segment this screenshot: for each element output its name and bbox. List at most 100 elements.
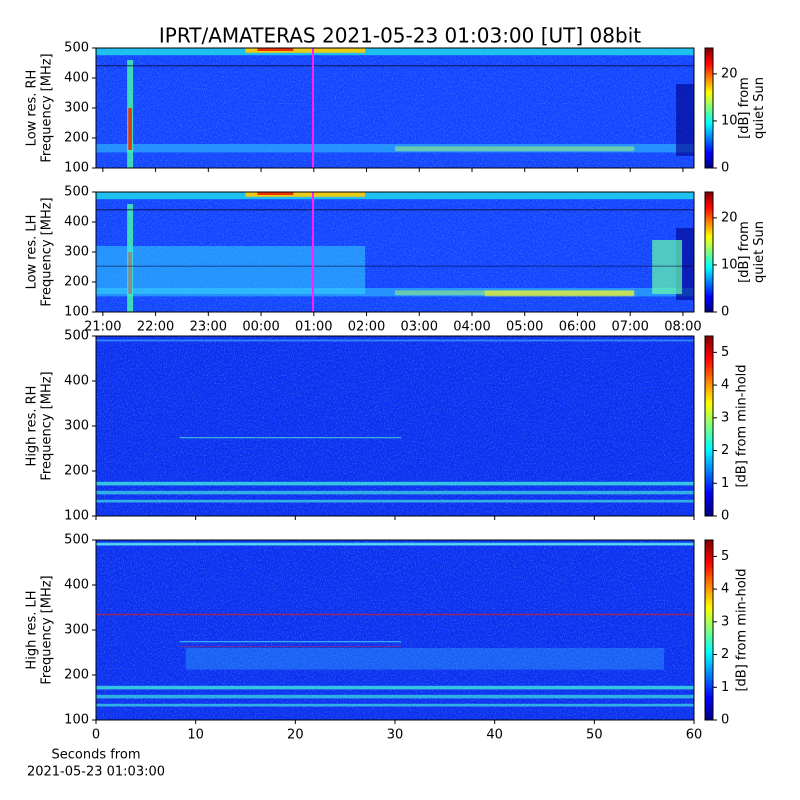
spectrogram-feature [179,641,401,643]
colorbar-tick-label: 5 [721,345,729,360]
y-tick-label: 500 [64,533,89,548]
y-axis-label: High res. RH [25,386,40,467]
y-tick-label: 500 [64,185,89,200]
y-tick-label: 300 [64,101,89,116]
spectrogram-feature [128,108,132,150]
spectrogram-feature [395,146,635,152]
y-tick-label: 100 [64,161,89,176]
x-axis-label: Seconds from [51,748,140,763]
y-axis-label: Low res. LH [25,215,40,290]
spectrogram-feature [185,648,665,670]
x-tick-label: 22:00 [137,320,174,335]
colorbar-tick-label: 1 [721,476,729,491]
y-tick-label: 400 [64,215,89,230]
spectrogram-feature [96,703,694,707]
x-tick-label: 20 [287,728,304,743]
x-tick-label: 30 [387,728,404,743]
x-tick-label: 60 [686,728,703,743]
colorbar-label: [dB] from min-hold [735,568,750,691]
colorbar-tick-label: 0 [721,305,729,320]
colorbar [704,191,714,313]
y-axis-label: Frequency [MHz] [40,575,55,684]
spectrogram-feature [245,192,366,197]
x-tick-label: 10 [187,728,204,743]
spectrogram-feature [96,694,694,699]
colorbar-label: quiet Sun [752,77,767,139]
spectrogram-feature [96,499,694,503]
spectrogram-feature [245,48,366,53]
y-axis-label: Frequency [MHz] [40,197,55,306]
colorbar-tick-label: 20 [721,66,738,81]
y-tick-label: 500 [64,41,89,56]
colorbar-tick-label: 10 [721,257,738,272]
spectrogram-feature [179,437,401,439]
y-tick-label: 500 [64,329,89,344]
y-tick-label: 400 [64,71,89,86]
spectrogram-feature [179,646,401,648]
spectrogram-feature [96,685,694,690]
spectrogram-feature [96,490,694,495]
x-tick-label: 06:00 [559,320,596,335]
colorbar-tick-label: 3 [721,410,729,425]
spectrogram-feature [96,613,694,616]
x-tick-label: 01:00 [295,320,332,335]
x-tick-label: 00:00 [242,320,279,335]
chart-title: IPRT/AMATERAS 2021-05-23 01:03:00 [UT] 0… [159,24,641,48]
colorbar [704,335,714,517]
x-tick-label: 08:00 [664,320,701,335]
spectrogram-feature [257,192,294,195]
y-tick-label: 100 [64,509,89,524]
spectrogram-feature [96,481,694,486]
colorbar-tick-label: 0 [721,509,729,524]
x-tick-label: 0 [92,728,100,743]
colorbar-label: [dB] from [737,77,752,139]
colorbar-tick-label: 3 [721,614,729,629]
colorbar-tick-label: 0 [721,161,729,176]
colorbar-tick-label: 4 [721,582,729,597]
x-tick-label: 23:00 [190,320,227,335]
x-tick-label: 50 [586,728,603,743]
x-axis-label: 2021-05-23 01:03:00 [27,765,165,780]
x-tick-label: 05:00 [506,320,543,335]
spectrogram-feature [96,65,694,67]
colorbar-tick-label: 2 [721,647,729,662]
colorbar-tick-label: 2 [721,443,729,458]
colorbar-label: [dB] from [737,221,752,283]
spectrogram-feature [96,192,694,200]
spectrogram-feature [96,246,366,294]
spectrogram-feature [257,48,294,51]
y-tick-label: 200 [64,131,89,146]
y-tick-label: 100 [64,713,89,728]
x-tick-label: 04:00 [453,320,490,335]
colorbar [704,539,714,721]
colorbar-tick-label: 4 [721,378,729,393]
spectrogram-feature [96,542,694,546]
spectrogram-feature [96,48,694,56]
y-tick-label: 300 [64,419,89,434]
y-tick-label: 400 [64,578,89,593]
y-axis-label: Frequency [MHz] [40,53,55,162]
spectrogram-feature [676,84,694,156]
y-tick-label: 400 [64,374,89,389]
y-tick-label: 300 [64,245,89,260]
spectrogram-feature [484,290,635,297]
colorbar [704,47,714,169]
spectrogram-texture [96,540,694,720]
y-tick-label: 200 [64,275,89,290]
colorbar-tick-label: 5 [721,549,729,564]
y-tick-label: 100 [64,305,89,320]
y-axis-label: Frequency [MHz] [40,371,55,480]
spectrogram-feature [96,209,694,211]
colorbar-tick-label: 10 [721,113,738,128]
colorbar-label: quiet Sun [752,221,767,283]
spectrogram-feature [652,240,683,294]
colorbar-tick-label: 0 [721,713,729,728]
y-tick-label: 200 [64,668,89,683]
y-axis-label: High res. LH [25,590,40,669]
spectrogram-feature [96,339,694,342]
y-tick-label: 300 [64,623,89,638]
spectrogram-texture [96,336,694,516]
x-tick-label: 21:00 [84,320,121,335]
y-tick-label: 200 [64,464,89,479]
